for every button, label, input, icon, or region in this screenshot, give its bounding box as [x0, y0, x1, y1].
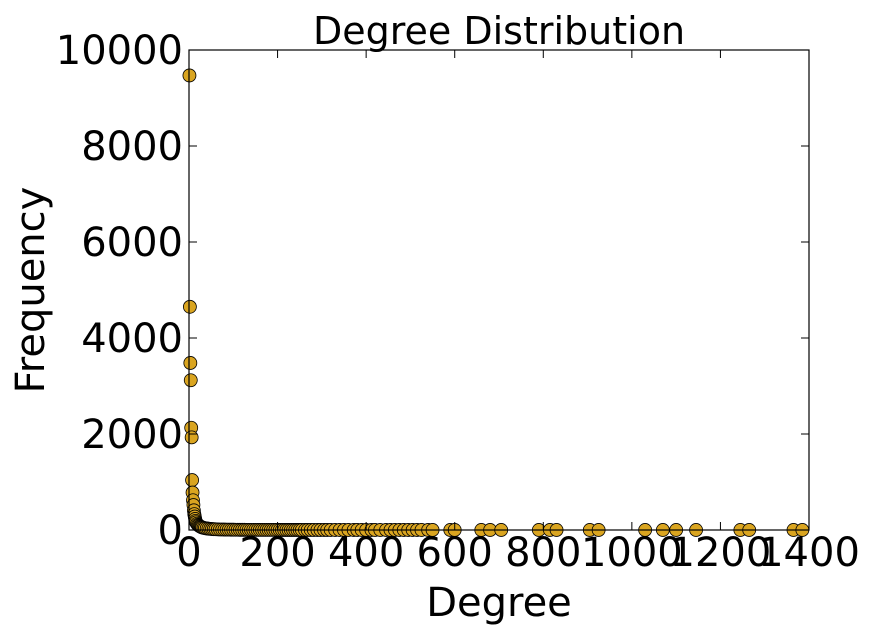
data-point: [184, 430, 199, 445]
data-point: [183, 373, 198, 388]
x-tick-label: 400: [328, 530, 404, 576]
x-tick-label: 600: [417, 530, 493, 576]
data-points: [182, 68, 810, 537]
y-tick-label: 2000: [81, 412, 183, 458]
data-point: [182, 299, 197, 314]
y-tick-label: 4000: [81, 316, 183, 362]
y-tick-label: 6000: [81, 220, 183, 266]
y-tick-label: 0: [158, 508, 183, 554]
x-tick-label: 200: [239, 530, 315, 576]
y-tick-label: 8000: [81, 124, 183, 170]
y-tick-labels: 0 2000 4000 6000 8000 10000: [56, 28, 183, 554]
x-tick-label: 1200: [670, 530, 772, 576]
y-tick-label: 10000: [56, 28, 183, 74]
plot-frame: [188, 49, 810, 531]
x-tick-label: 1400: [758, 530, 860, 576]
x-tick-label: 800: [505, 530, 581, 576]
data-point: [183, 356, 198, 370]
x-tick-label: 0: [176, 530, 201, 576]
chart-title: Degree Distribution: [313, 9, 685, 53]
y-axis-label: Frequency: [8, 187, 54, 394]
x-axis-label: Degree: [426, 580, 572, 626]
data-point: [185, 473, 200, 487]
axis-ticks: [188, 49, 810, 531]
x-tick-label: 1000: [581, 530, 683, 576]
